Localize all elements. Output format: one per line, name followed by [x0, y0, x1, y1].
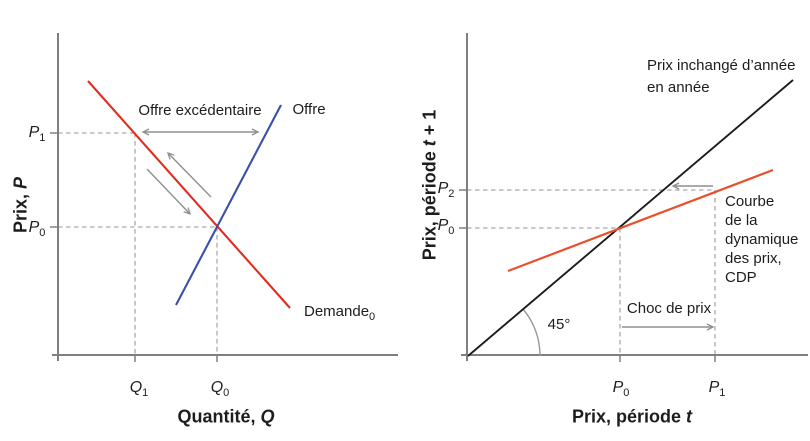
- left-xtick-label-q1: Q1: [129, 379, 149, 400]
- right-chart-plot: [459, 33, 808, 362]
- unchanged-price-line: [467, 79, 794, 357]
- left-chart-plot: [50, 33, 398, 362]
- q0-sub: 0: [223, 387, 230, 400]
- right-chart-panel: Prix, période t + 1 Prix, période t P2 P…: [405, 0, 810, 441]
- left-ytick-label-p0: P0: [28, 219, 46, 240]
- right-x-axis-title-var: t: [686, 406, 693, 427]
- right-y-axis-title-suffix: + 1: [419, 109, 440, 141]
- q1-sub: 1: [142, 387, 149, 400]
- r-p0-var: P: [437, 217, 449, 234]
- adjustment-arrow-up: [166, 151, 212, 198]
- p0-sub: 0: [39, 227, 46, 240]
- right-x-axis-title-text: Prix, période: [571, 406, 687, 427]
- cdp-label-line1: Courbe: [725, 193, 775, 210]
- p2-sub: 2: [448, 188, 455, 201]
- right-y-axis-title-text: Prix, période: [419, 146, 440, 261]
- rx-p0-var: P: [612, 379, 624, 396]
- demand-label-sub: 0: [369, 311, 376, 323]
- p2-var: P: [437, 180, 449, 197]
- adjustment-arrow-down: [146, 168, 192, 216]
- angle-label: 45°: [547, 316, 571, 333]
- right-xtick-label-p1: P1: [708, 379, 726, 400]
- right-x-axis-title: Prix, période t: [572, 407, 692, 428]
- supply-label: Offre: [292, 101, 326, 118]
- angle-arc: [522, 308, 541, 357]
- left-ytick-label-p1: P1: [28, 124, 46, 145]
- cdp-label-line3: dynamique: [725, 231, 799, 248]
- rx-p0-sub: 0: [623, 387, 630, 400]
- demand-label: Demande0: [304, 303, 376, 323]
- left-xtick-label-q0: Q0: [210, 379, 230, 400]
- p1-var: P: [28, 124, 40, 141]
- left-y-axis-title-text: Prix,: [10, 188, 31, 234]
- p0-var: P: [28, 219, 40, 236]
- q1-var: Q: [129, 379, 143, 396]
- demand-label-text: Demande: [304, 303, 370, 320]
- demand-curve: [87, 80, 291, 309]
- cdp-label-line2: de la: [725, 212, 758, 229]
- cdp-label-line5: CDP: [725, 269, 757, 286]
- p1-sub: 1: [39, 132, 46, 145]
- right-ytick-label-p0: P0: [437, 217, 455, 238]
- unchanged-price-label-line2: en année: [647, 79, 710, 96]
- left-chart-panel: Prix, P Quantité, Q P1 P0 Q1 Q0 Offre ex…: [10, 33, 398, 428]
- left-x-axis-title: Quantité, Q: [177, 407, 274, 428]
- excess-supply-label: Offre excédentaire: [138, 102, 262, 119]
- left-y-axis-title-var: P: [10, 176, 31, 189]
- unchanged-price-label-line1: Prix inchangé d’année: [647, 57, 796, 74]
- right-ytick-label-p2: P2: [437, 180, 455, 201]
- right-xtick-label-p0: P0: [612, 379, 630, 400]
- cdp-label-line4: des prix,: [725, 250, 782, 267]
- price-shock-label: Choc de prix: [626, 300, 712, 317]
- supply-curve: [175, 104, 282, 306]
- rx-p1-sub: 1: [719, 387, 726, 400]
- left-x-axis-title-var: Q: [260, 406, 275, 427]
- right-y-axis-title-var: t: [419, 140, 440, 147]
- q0-var: Q: [210, 379, 224, 396]
- left-x-axis-title-text: Quantité,: [177, 406, 261, 427]
- cdp-curve: [507, 168, 774, 273]
- cdp-label: Courbe de la dynamique des prix, CDP: [725, 192, 798, 287]
- rx-p1-var: P: [708, 379, 720, 396]
- r-p0-sub: 0: [448, 225, 455, 238]
